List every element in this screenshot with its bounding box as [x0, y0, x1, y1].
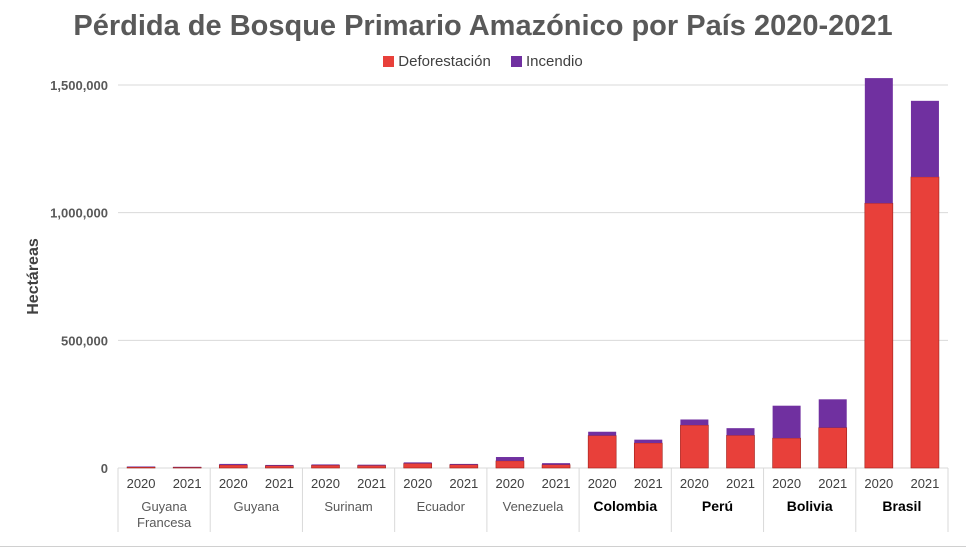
x-year-label: 2020 [495, 476, 524, 491]
bar-incendio-5 [357, 464, 386, 466]
bar-deforestacion-3 [265, 465, 294, 469]
x-year-label: 2021 [634, 476, 663, 491]
bar-incendio-13 [726, 428, 755, 436]
frame-bottom-line [0, 546, 966, 547]
legend-label-deforestacion: Deforestación [398, 53, 491, 70]
x-year-label: 2021 [542, 476, 571, 491]
x-year-label: 2020 [680, 476, 709, 491]
x-group-label: Guyana [234, 499, 280, 514]
bar-deforestacion-5 [357, 465, 386, 469]
legend: Deforestación Incendio [0, 53, 966, 70]
bar-incendio-4 [311, 464, 340, 466]
bar-incendio-11 [634, 439, 663, 443]
legend-item-incendio: Incendio [511, 53, 583, 70]
x-year-label: 2020 [311, 476, 340, 491]
bar-deforestacion-1 [172, 466, 202, 469]
bar-incendio-10 [588, 431, 617, 436]
bar-deforestacion-0 [126, 466, 156, 469]
bar-deforestacion-11 [633, 442, 663, 469]
x-year-label: 2020 [772, 476, 801, 491]
bar-incendio-9 [542, 463, 571, 465]
bar-incendio-0 [127, 466, 156, 467]
bar-deforestacion-16 [864, 202, 894, 469]
bar-incendio-7 [449, 463, 478, 465]
x-year-label: 2021 [265, 476, 294, 491]
legend-swatch-deforestacion [383, 56, 395, 67]
y-tick-label: 1,000,000 [50, 206, 108, 221]
x-year-label: 2021 [449, 476, 478, 491]
bar-incendio-15 [818, 399, 847, 428]
x-group-label: Guyana [141, 499, 187, 514]
bar-deforestacion-13 [726, 435, 755, 469]
y-tick-label: 0 [101, 461, 108, 476]
bar-incendio-14 [772, 405, 801, 439]
chart-title: Pérdida de Bosque Primario Amazónico por… [73, 10, 893, 42]
y-tick-label: 500,000 [61, 333, 108, 348]
x-group-label: Brasil [882, 498, 921, 514]
bar-incendio-12 [680, 419, 709, 426]
x-group-label: Surinam [324, 499, 372, 514]
x-group-label: Venezuela [503, 499, 564, 514]
bar-deforestacion-10 [587, 435, 617, 469]
x-group-label: Bolivia [787, 498, 833, 514]
y-axis-title: Hectáreas [25, 238, 42, 315]
bar-deforestacion-4 [311, 464, 340, 469]
x-year-label: 2021 [173, 476, 202, 491]
x-year-label: 2021 [818, 476, 847, 491]
x-year-label: 2021 [726, 476, 755, 491]
legend-label-incendio: Incendio [526, 53, 583, 70]
x-year-label: 2021 [357, 476, 386, 491]
bar-deforestacion-15 [818, 427, 848, 469]
bar-deforestacion-2 [218, 464, 248, 469]
bar-deforestacion-14 [772, 437, 801, 469]
bar-deforestacion-9 [541, 464, 571, 469]
legend-swatch-incendio [511, 56, 522, 67]
bar-deforestacion-7 [449, 464, 479, 469]
x-year-label: 2021 [910, 476, 939, 491]
bar-deforestacion-17 [910, 176, 940, 469]
bar-incendio-8 [495, 457, 524, 461]
y-tick-label: 1,500,000 [50, 78, 108, 93]
bar-incendio-6 [403, 462, 432, 464]
x-group-label: Colombia [593, 498, 657, 514]
x-year-label: 2020 [219, 476, 248, 491]
x-year-label: 2020 [127, 476, 156, 491]
x-year-label: 2020 [864, 476, 893, 491]
bar-deforestacion-6 [403, 463, 433, 469]
x-year-label: 2020 [588, 476, 617, 491]
legend-item-deforestacion: Deforestación [383, 53, 491, 70]
x-group-label: Ecuador [417, 499, 466, 514]
x-year-label: 2020 [403, 476, 432, 491]
bar-deforestacion-12 [680, 424, 709, 469]
bar-deforestacion-8 [495, 460, 525, 469]
bar-incendio-16 [864, 78, 893, 204]
x-group-label: Francesa [137, 515, 192, 530]
bar-incendio-17 [910, 100, 939, 177]
x-group-label: Perú [702, 498, 733, 514]
bar-incendio-3 [265, 464, 294, 466]
bar-incendio-2 [219, 463, 248, 465]
